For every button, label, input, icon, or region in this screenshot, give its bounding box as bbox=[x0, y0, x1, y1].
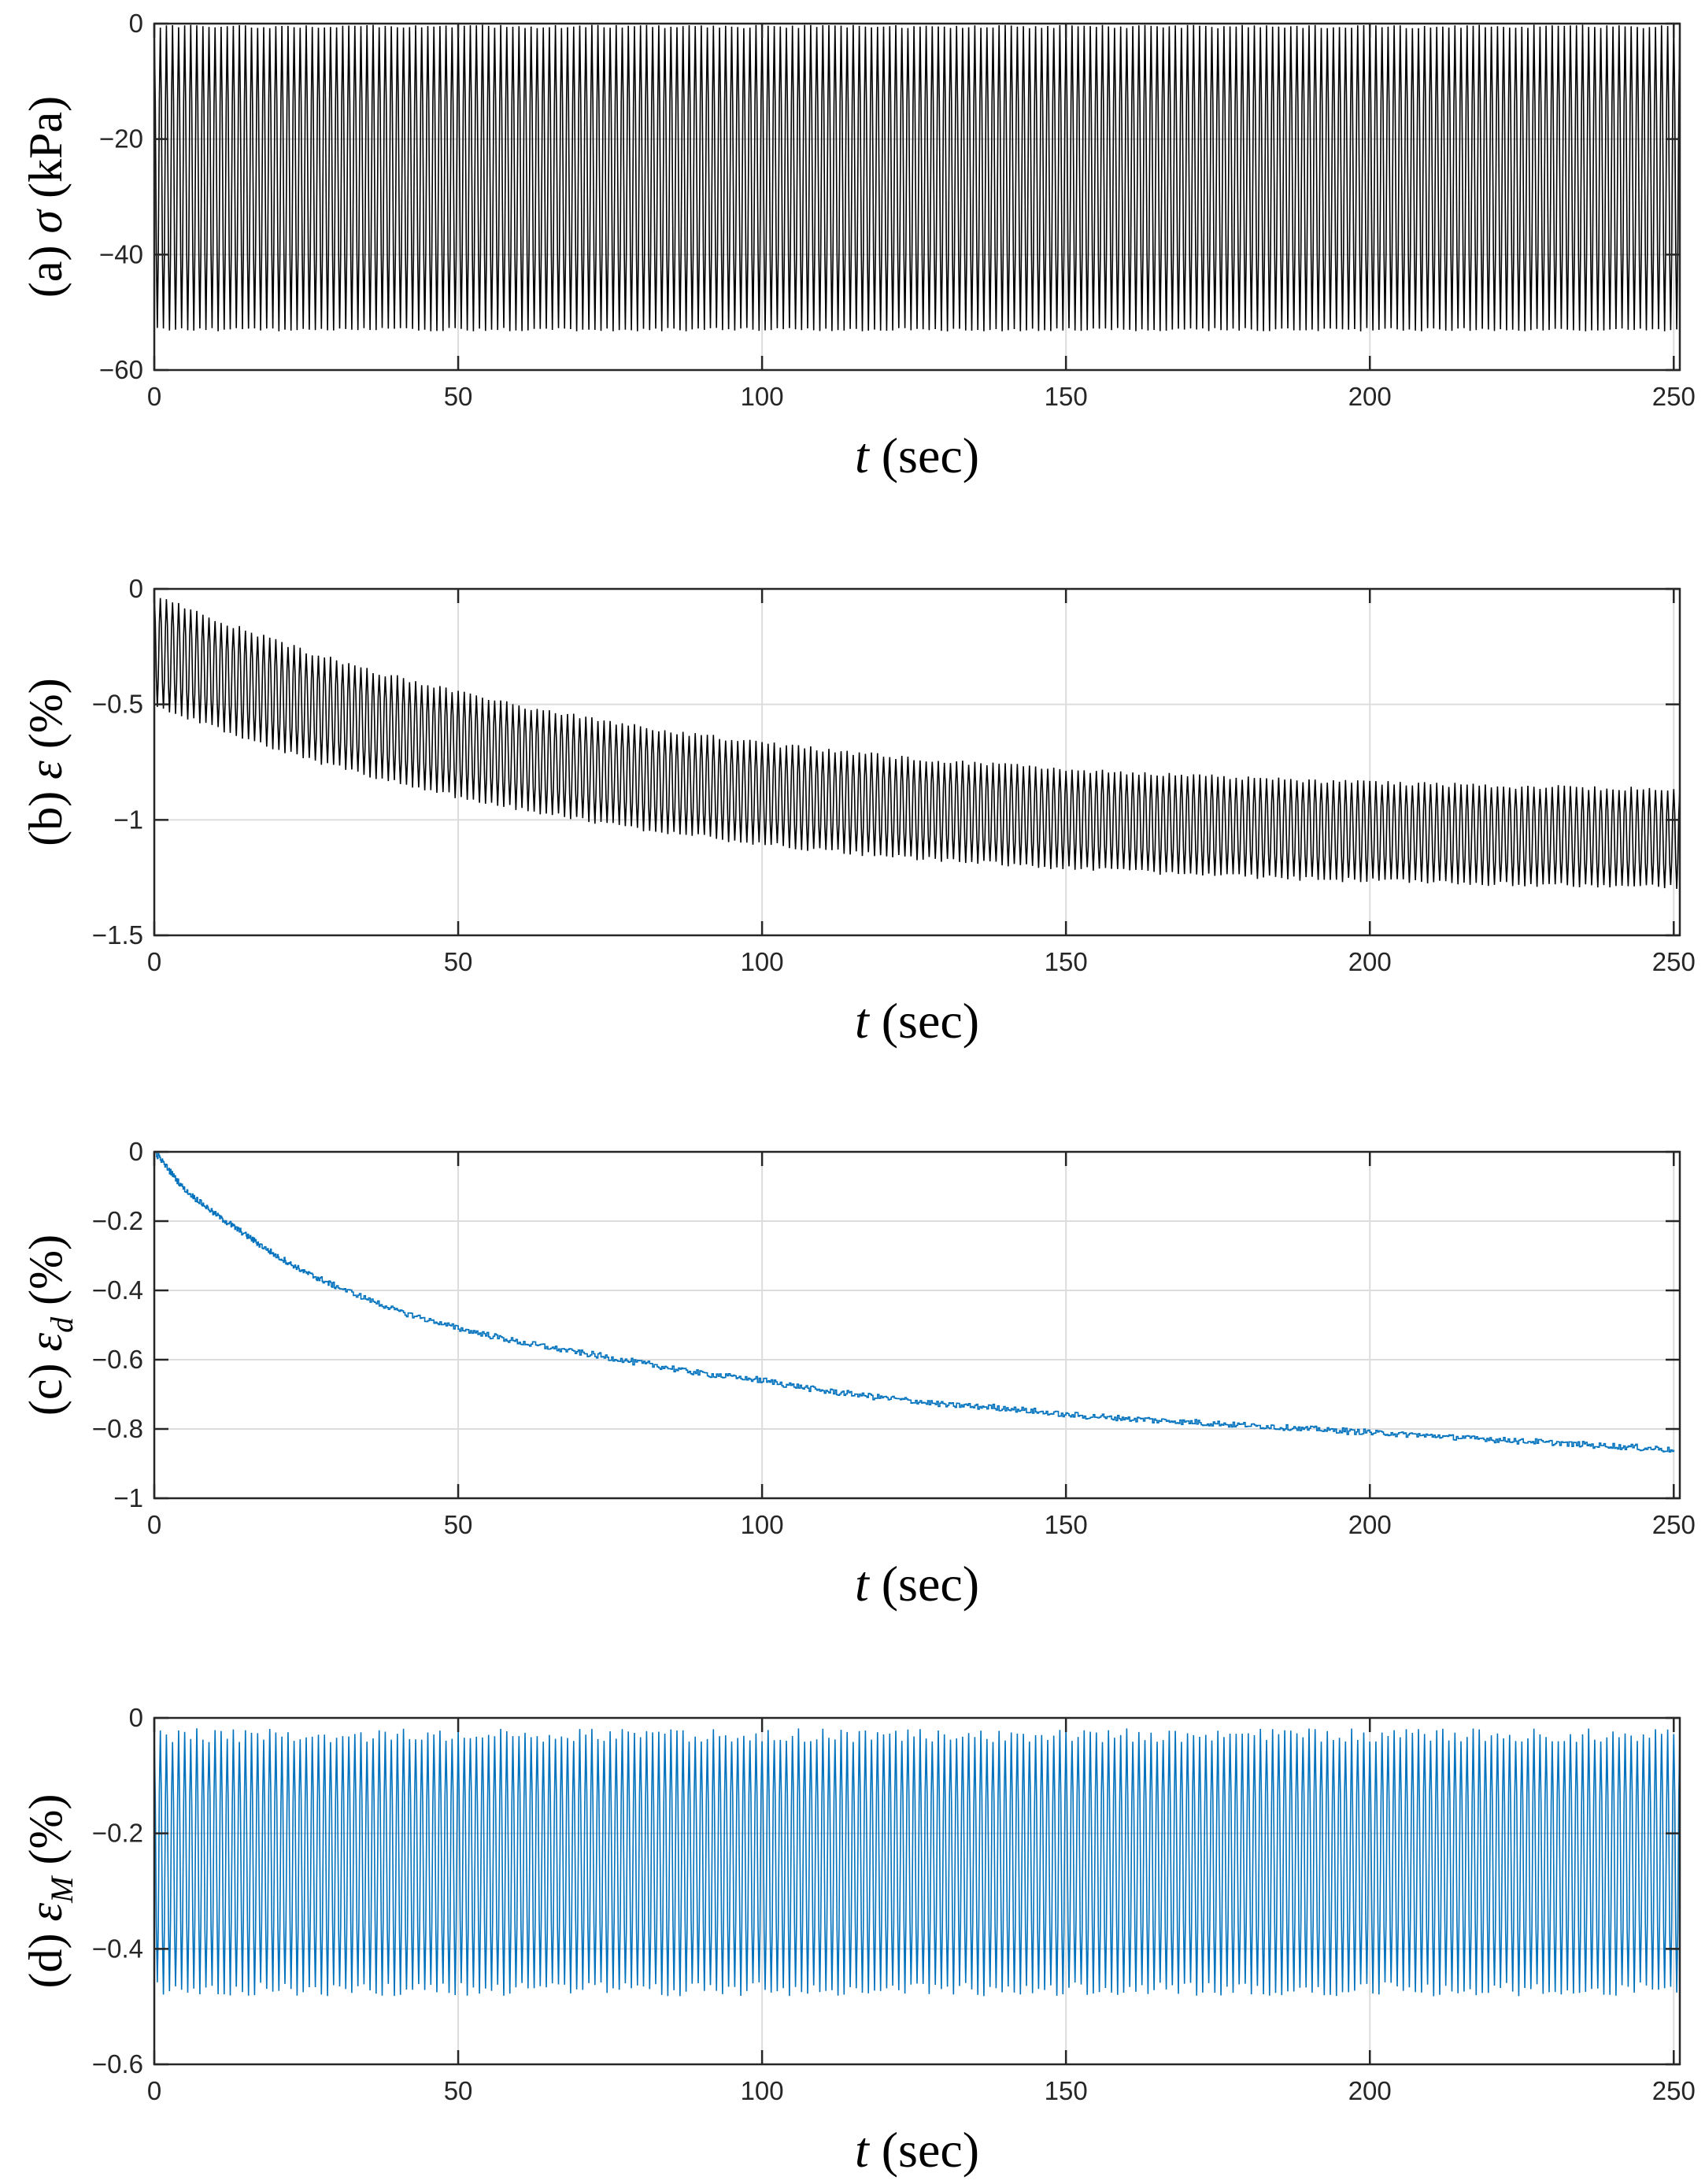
x-tick-label: 200 bbox=[1348, 2076, 1392, 2105]
y-tick-label: 0 bbox=[129, 574, 143, 603]
y-axis-label-panel: (b) bbox=[20, 779, 72, 846]
y-tick-label: −0.8 bbox=[92, 1414, 143, 1443]
x-tick-label: 250 bbox=[1652, 1510, 1696, 1539]
y-tick-label: −1 bbox=[113, 1483, 143, 1512]
y-axis-label-panel: (d) bbox=[20, 1921, 72, 1988]
y-axis-label-subscript: d bbox=[44, 1316, 80, 1333]
x-tick-label: 200 bbox=[1348, 947, 1392, 976]
x-tick-label: 100 bbox=[741, 947, 784, 976]
axes-frame bbox=[153, 587, 1681, 937]
x-tick-label: 150 bbox=[1045, 1510, 1088, 1539]
x-tick-label: 0 bbox=[147, 382, 161, 411]
x-axis-label-unit: (sec) bbox=[869, 2122, 979, 2178]
y-tick-label: −0.5 bbox=[92, 690, 143, 719]
x-tick-label: 200 bbox=[1348, 1510, 1392, 1539]
y-axis-label-symbol: ε bbox=[20, 1902, 72, 1921]
x-tick-label: 0 bbox=[147, 1510, 161, 1539]
x-axis-label-var: t bbox=[855, 2122, 871, 2178]
panel-2: 0 50 100 150 200 250 0 −0.2 −0.4 −0.6 −0.8 −1 t (sec… bbox=[20, 1137, 1696, 1612]
series-line bbox=[153, 1728, 1681, 1997]
y-axis-label-panel: (a) bbox=[20, 233, 72, 298]
y-tick-label: 0 bbox=[129, 9, 143, 38]
x-axis-label-var: t bbox=[855, 1556, 871, 1612]
y-axis-label: (d) εM (%) bbox=[20, 1794, 80, 1989]
series-line bbox=[154, 1151, 1675, 1453]
y-tick-label: −1 bbox=[113, 805, 143, 834]
y-tick-label: −60 bbox=[99, 355, 143, 384]
panel-3: 0 50 100 150 200 250 0 −0.2 −0.4 −0.6 t (sec) (d) ε… bbox=[20, 1703, 1696, 2178]
x-tick-label: 150 bbox=[1045, 382, 1088, 411]
y-axis-label-symbol: ε bbox=[20, 761, 72, 779]
x-tick-label: 150 bbox=[1045, 947, 1088, 976]
y-axis-label: (c) εd (%) bbox=[20, 1235, 80, 1416]
y-tick-label: −0.6 bbox=[92, 1345, 143, 1374]
x-tick-label: 250 bbox=[1652, 2076, 1696, 2105]
x-axis-label-unit: (sec) bbox=[869, 993, 979, 1049]
x-tick-label: 150 bbox=[1045, 2076, 1088, 2105]
x-tick-label: 0 bbox=[147, 947, 161, 976]
x-axis-label: t (sec) bbox=[855, 1556, 979, 1612]
y-tick-label: −0.4 bbox=[92, 1275, 143, 1305]
x-axis-label: t (sec) bbox=[855, 428, 979, 483]
y-axis-label-panel: (c) bbox=[20, 1352, 72, 1416]
x-tick-label: 250 bbox=[1652, 947, 1696, 976]
x-tick-label: 100 bbox=[741, 382, 784, 411]
x-axis-label-var: t bbox=[855, 428, 871, 483]
y-tick-label: −0.2 bbox=[92, 1819, 143, 1848]
y-axis-label-unit: (%) bbox=[20, 678, 72, 761]
x-tick-label: 50 bbox=[444, 947, 473, 976]
y-axis-label-unit: (%) bbox=[20, 1794, 72, 1877]
y-axis-label-unit: (kPa) bbox=[20, 96, 72, 210]
y-tick-label: −20 bbox=[99, 124, 143, 154]
series-line bbox=[153, 594, 1681, 890]
y-tick-label: −1.5 bbox=[92, 920, 143, 949]
x-tick-label: 200 bbox=[1348, 382, 1392, 411]
x-tick-label: 50 bbox=[444, 2076, 473, 2105]
y-axis-label-symbol: ε bbox=[20, 1333, 72, 1352]
y-tick-label: −0.4 bbox=[92, 1934, 143, 1963]
x-axis-label-unit: (sec) bbox=[869, 1556, 979, 1612]
x-tick-label: 50 bbox=[444, 382, 473, 411]
x-tick-label: 0 bbox=[147, 2076, 161, 2105]
axes-frame bbox=[153, 22, 1681, 372]
axes-frame bbox=[153, 1716, 1681, 2066]
y-tick-label: −0.6 bbox=[92, 2049, 143, 2079]
x-axis-label: t (sec) bbox=[855, 2122, 979, 2178]
x-tick-label: 100 bbox=[741, 2076, 784, 2105]
x-tick-label: 250 bbox=[1652, 382, 1696, 411]
y-tick-label: 0 bbox=[129, 1137, 143, 1166]
panel-0: 0 50 100 150 200 250 0 −20 −40 −60 t (sec) (a) σ (k… bbox=[20, 9, 1696, 483]
x-tick-label: 100 bbox=[741, 1510, 784, 1539]
y-axis-label-symbol: σ bbox=[20, 208, 72, 233]
y-axis-label-unit: (%) bbox=[20, 1235, 72, 1317]
x-axis-label-unit: (sec) bbox=[869, 428, 979, 483]
x-tick-label: 50 bbox=[444, 1510, 473, 1539]
y-axis-label: (b) ε (%) bbox=[20, 678, 72, 846]
y-tick-label: 0 bbox=[129, 1703, 143, 1732]
panel-1: 0 50 100 150 200 250 0 −0.5 −1 −1.5 t (sec) (b) ε (… bbox=[20, 574, 1696, 1049]
x-axis-label: t (sec) bbox=[855, 993, 979, 1049]
y-axis-label-subscript: M bbox=[44, 1875, 80, 1904]
y-axis-label: (a) σ (kPa) bbox=[20, 96, 72, 298]
axes-frame bbox=[153, 1150, 1681, 1500]
y-tick-label: −0.2 bbox=[92, 1206, 143, 1235]
series-line bbox=[153, 24, 1681, 331]
y-tick-label: −40 bbox=[99, 239, 143, 268]
x-axis-label-var: t bbox=[855, 993, 871, 1049]
